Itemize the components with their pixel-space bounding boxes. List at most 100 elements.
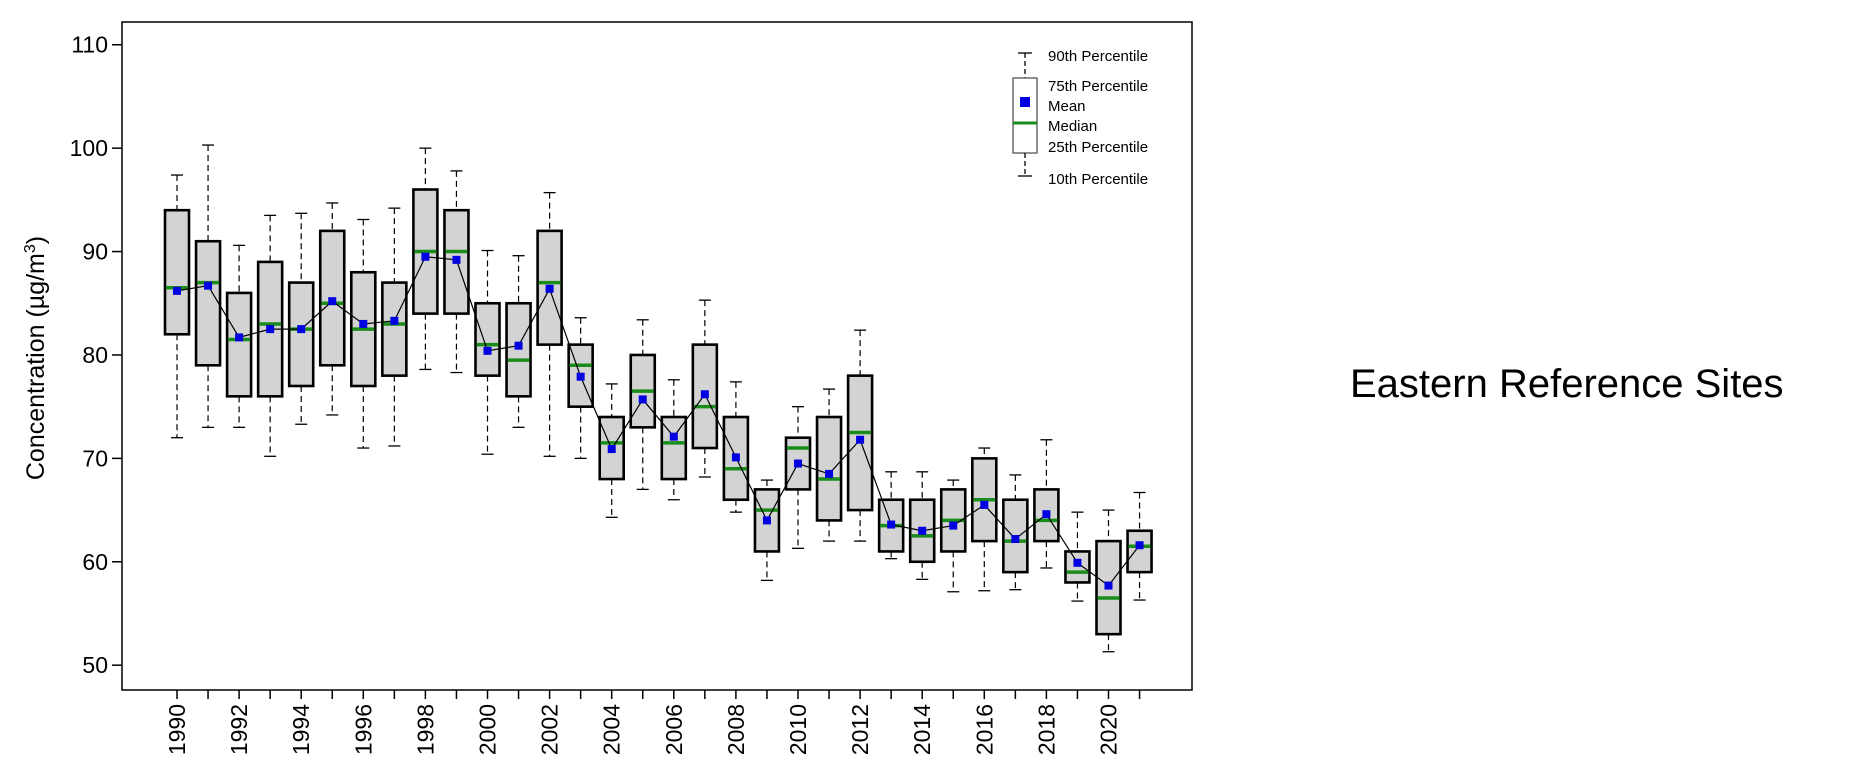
mean-marker-1997 bbox=[390, 316, 399, 325]
mean-marker-1992 bbox=[235, 333, 244, 342]
box-1996 bbox=[349, 218, 377, 449]
box-2019 bbox=[1064, 511, 1091, 602]
iqr-box-1997 bbox=[381, 281, 408, 377]
box-2008 bbox=[722, 381, 750, 513]
y-tick-label-80: 80 bbox=[82, 342, 108, 368]
box-1994 bbox=[287, 212, 315, 425]
box-2005 bbox=[629, 319, 657, 491]
iqr-box-1990 bbox=[163, 208, 191, 336]
legend-label-p25: 25th Percentile bbox=[1048, 139, 1148, 156]
plot-frame bbox=[121, 21, 1193, 691]
x-tick-label-2020: 2020 bbox=[1096, 704, 1122, 755]
box-1998 bbox=[412, 147, 439, 371]
y-tick-label-70: 70 bbox=[82, 445, 108, 471]
legend: 90th Percentile 75th Percentile Mean Med… bbox=[1012, 48, 1148, 188]
y-tick-label-50: 50 bbox=[82, 652, 108, 678]
box-1997 bbox=[381, 207, 408, 447]
x-tick-label-2006: 2006 bbox=[661, 704, 687, 755]
x-tick-label-1996: 1996 bbox=[350, 704, 376, 755]
y-tick-label-110: 110 bbox=[71, 32, 108, 58]
box-2000 bbox=[474, 249, 501, 455]
iqr-box-2001 bbox=[505, 301, 532, 398]
mean-marker-2017 bbox=[1011, 535, 1020, 544]
mean-marker-1994 bbox=[297, 325, 306, 334]
iqr-box-1991 bbox=[194, 239, 222, 367]
mean-marker-2014 bbox=[918, 526, 927, 535]
mean-marker-1996 bbox=[359, 319, 368, 328]
x-tick-label-2000: 2000 bbox=[475, 704, 501, 755]
mean-marker-2004 bbox=[607, 445, 616, 454]
box-1999 bbox=[443, 170, 470, 374]
legend-label-p75: 75th Percentile bbox=[1048, 78, 1148, 95]
mean-marker-2015 bbox=[949, 521, 958, 530]
x-tick-label-1998: 1998 bbox=[412, 704, 438, 755]
box-2003 bbox=[567, 317, 594, 460]
mean-marker-2010 bbox=[794, 459, 802, 468]
iqr-box-1994 bbox=[287, 281, 315, 388]
x-tick-label-2002: 2002 bbox=[537, 704, 563, 755]
box-2002 bbox=[536, 191, 563, 457]
x-tick-label-2008: 2008 bbox=[723, 704, 749, 755]
x-tick-label-2012: 2012 bbox=[847, 704, 873, 755]
box-2007 bbox=[691, 299, 719, 478]
mean-marker-2007 bbox=[700, 390, 709, 399]
y-tick-label-60: 60 bbox=[82, 549, 108, 575]
iqr-box-2007 bbox=[691, 343, 719, 450]
box-2018 bbox=[1033, 439, 1060, 569]
box-2016 bbox=[970, 447, 998, 592]
mean-marker-2013 bbox=[887, 520, 896, 529]
site-label: Eastern Reference Sites bbox=[1350, 362, 1784, 406]
y-axis-title: Concentration (µg/m3) bbox=[22, 236, 50, 480]
box-2020 bbox=[1095, 509, 1122, 653]
x-tick-label-2018: 2018 bbox=[1033, 704, 1059, 755]
mean-marker-2019 bbox=[1073, 558, 1082, 567]
x-tick-label-1994: 1994 bbox=[288, 704, 314, 755]
iqr-box-2019 bbox=[1064, 550, 1091, 584]
iqr-box-2021 bbox=[1126, 529, 1153, 574]
y-axis: 50 60 70 80 90 100 110 bbox=[70, 32, 122, 678]
box-2001 bbox=[505, 255, 532, 428]
legend-label-median: Median bbox=[1048, 118, 1097, 135]
mean-marker-2008 bbox=[731, 453, 740, 462]
box-1990 bbox=[163, 174, 191, 439]
mean-marker-2002 bbox=[545, 284, 554, 293]
mean-marker-2005 bbox=[638, 395, 647, 404]
mean-trend-line bbox=[176, 256, 1141, 587]
mean-marker-1993 bbox=[266, 325, 275, 334]
iqr-box-2011 bbox=[815, 415, 843, 522]
x-tick-label-2014: 2014 bbox=[909, 704, 935, 755]
x-tick-label-1992: 1992 bbox=[226, 704, 252, 755]
x-tick-label-2004: 2004 bbox=[599, 704, 625, 755]
legend-mean-marker bbox=[1020, 97, 1030, 107]
x-axis: 1990 1992 1994 1996 1998 2000 2002 2004 2006 2008… bbox=[164, 690, 1141, 755]
mean-marker-1995 bbox=[328, 297, 337, 306]
box-2015 bbox=[939, 479, 967, 593]
box-1991 bbox=[194, 144, 222, 428]
box-2012 bbox=[846, 329, 874, 542]
mean-marker-1998 bbox=[421, 252, 430, 261]
mean-marker-1999 bbox=[452, 255, 461, 264]
mean-marker-2016 bbox=[980, 500, 989, 509]
x-tick-label-2010: 2010 bbox=[785, 704, 811, 755]
box-1992 bbox=[225, 244, 253, 428]
mean-marker-2009 bbox=[762, 516, 771, 525]
box-2014 bbox=[908, 471, 936, 581]
mean-marker-2011 bbox=[825, 469, 834, 478]
mean-marker-2006 bbox=[669, 432, 678, 441]
mean-marker-1991 bbox=[204, 281, 213, 290]
x-tick-label-2016: 2016 bbox=[971, 704, 997, 755]
mean-marker-2018 bbox=[1042, 510, 1051, 519]
legend-label-p10: 10th Percentile bbox=[1048, 171, 1148, 188]
x-tick-label-1990: 1990 bbox=[164, 704, 190, 755]
box-2011 bbox=[815, 388, 843, 542]
mean-marker-2012 bbox=[856, 435, 865, 444]
iqr-box-2000 bbox=[474, 301, 501, 377]
box-2013 bbox=[877, 471, 905, 560]
legend-label-p90: 90th Percentile bbox=[1048, 48, 1148, 65]
mean-marker-2001 bbox=[514, 341, 523, 350]
box-1993 bbox=[256, 214, 284, 457]
mean-marker-1990 bbox=[173, 286, 181, 295]
y-tick-label-90: 90 bbox=[82, 239, 108, 265]
mean-marker-2000 bbox=[483, 346, 492, 355]
